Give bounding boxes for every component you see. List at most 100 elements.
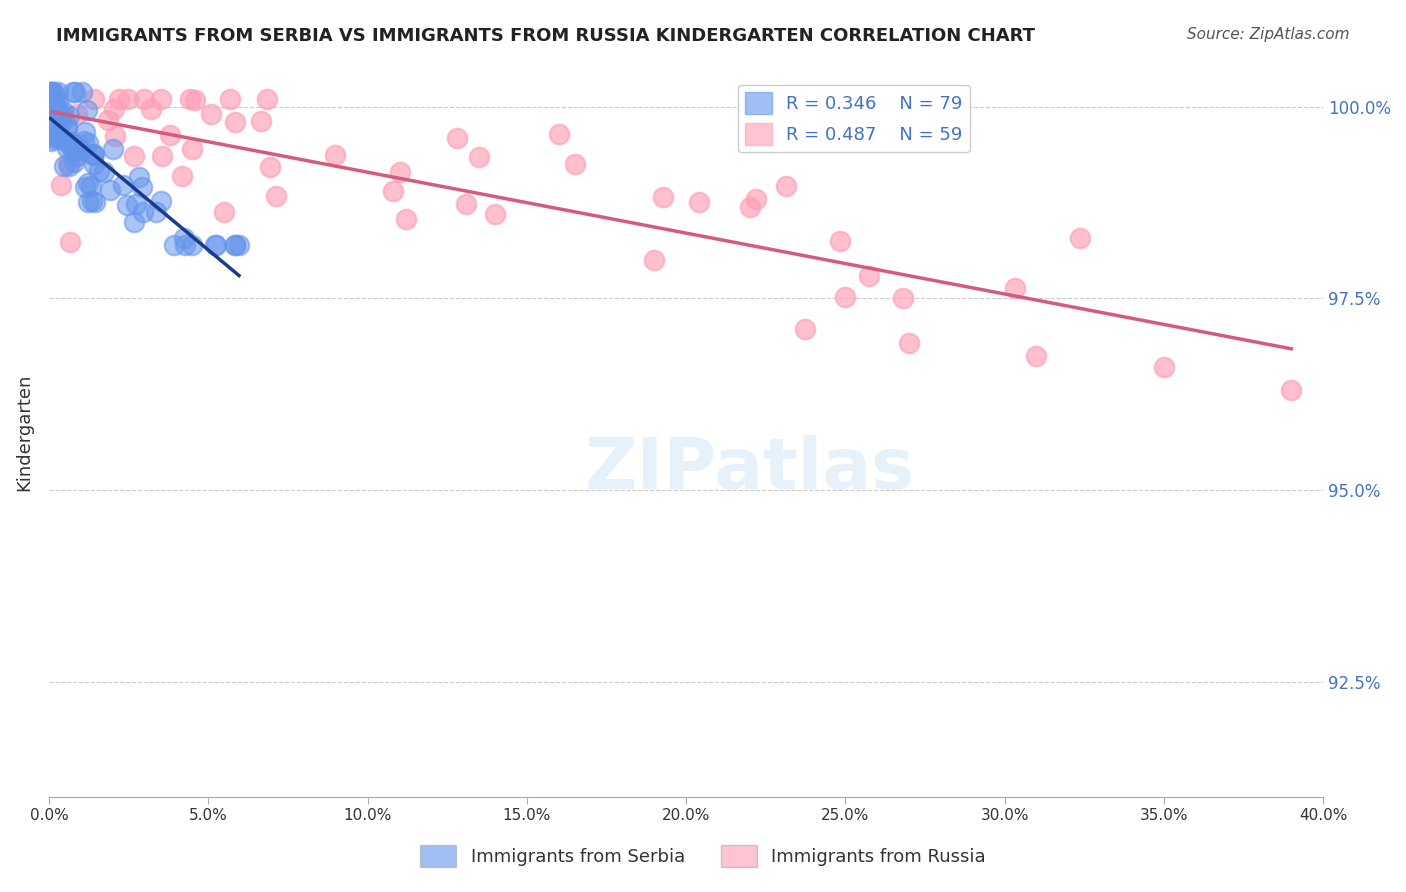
- Immigrants from Russia: [898, 335, 921, 350]
- Immigrants from Serbia: [228, 237, 250, 252]
- Immigrants from Serbia: [44, 132, 66, 146]
- Immigrants from Russia: [184, 93, 207, 107]
- Immigrants from Serbia: [83, 147, 105, 161]
- Immigrants from Russia: [108, 92, 131, 106]
- Immigrants from Serbia: [205, 237, 228, 252]
- Immigrants from Serbia: [224, 237, 246, 252]
- Immigrants from Serbia: [41, 107, 63, 121]
- Immigrants from Russia: [224, 114, 246, 128]
- Immigrants from Serbia: [55, 141, 77, 155]
- Immigrants from Serbia: [101, 142, 124, 156]
- Immigrants from Russia: [41, 92, 63, 106]
- Immigrants from Serbia: [42, 85, 65, 99]
- Immigrants from Russia: [688, 194, 710, 209]
- Immigrants from Serbia: [76, 194, 98, 209]
- Immigrants from Serbia: [53, 134, 76, 148]
- Immigrants from Serbia: [49, 116, 72, 130]
- Immigrants from Serbia: [65, 149, 87, 163]
- Immigrants from Serbia: [39, 92, 62, 106]
- Immigrants from Serbia: [58, 109, 80, 123]
- Immigrants from Serbia: [63, 155, 86, 169]
- Immigrants from Russia: [56, 156, 79, 170]
- Immigrants from Serbia: [60, 135, 83, 149]
- Immigrants from Serbia: [87, 164, 110, 178]
- Immigrants from Serbia: [124, 215, 146, 229]
- Immigrants from Russia: [834, 290, 856, 304]
- Text: IMMIGRANTS FROM SERBIA VS IMMIGRANTS FROM RUSSIA KINDERGARTEN CORRELATION CHART: IMMIGRANTS FROM SERBIA VS IMMIGRANTS FRO…: [56, 27, 1035, 45]
- Immigrants from Russia: [738, 200, 761, 214]
- Immigrants from Serbia: [82, 146, 104, 161]
- Immigrants from Serbia: [46, 95, 69, 110]
- Immigrants from Russia: [117, 92, 139, 106]
- Immigrants from Serbia: [42, 97, 65, 112]
- Immigrants from Russia: [141, 102, 163, 116]
- Immigrants from Serbia: [128, 170, 150, 185]
- Immigrants from Russia: [1279, 383, 1302, 397]
- Immigrants from Russia: [150, 149, 173, 163]
- Immigrants from Serbia: [181, 237, 204, 252]
- Immigrants from Serbia: [56, 119, 79, 133]
- Immigrants from Serbia: [46, 85, 69, 99]
- Immigrants from Russia: [484, 207, 506, 221]
- Immigrants from Serbia: [51, 108, 73, 122]
- Immigrants from Serbia: [39, 134, 62, 148]
- Immigrants from Serbia: [83, 157, 105, 171]
- Immigrants from Serbia: [52, 159, 75, 173]
- Immigrants from Serbia: [82, 147, 104, 161]
- Immigrants from Serbia: [41, 85, 63, 99]
- Immigrants from Russia: [547, 127, 569, 141]
- Immigrants from Russia: [468, 150, 491, 164]
- Immigrants from Serbia: [80, 194, 103, 208]
- Immigrants from Serbia: [173, 231, 195, 245]
- Immigrants from Russia: [643, 253, 665, 268]
- Immigrants from Serbia: [73, 134, 96, 148]
- Immigrants from Russia: [103, 102, 125, 116]
- Immigrants from Russia: [134, 92, 156, 106]
- Immigrants from Serbia: [76, 177, 98, 191]
- Immigrants from Serbia: [125, 197, 148, 211]
- Immigrants from Russia: [446, 130, 468, 145]
- Immigrants from Serbia: [66, 141, 89, 155]
- Text: ZIPatlas: ZIPatlas: [585, 434, 915, 503]
- Immigrants from Serbia: [79, 178, 101, 193]
- Immigrants from Russia: [1069, 231, 1091, 245]
- Legend: Immigrants from Serbia, Immigrants from Russia: Immigrants from Serbia, Immigrants from …: [413, 838, 993, 874]
- Immigrants from Serbia: [48, 105, 70, 120]
- Immigrants from Russia: [652, 190, 675, 204]
- Immigrants from Russia: [382, 184, 405, 198]
- Immigrants from Serbia: [98, 183, 121, 197]
- Immigrants from Russia: [97, 112, 120, 127]
- Immigrants from Serbia: [48, 111, 70, 125]
- Immigrants from Serbia: [45, 130, 67, 145]
- Immigrants from Russia: [828, 234, 851, 248]
- Immigrants from Serbia: [83, 195, 105, 210]
- Immigrants from Serbia: [115, 197, 138, 211]
- Immigrants from Serbia: [204, 237, 226, 252]
- Immigrants from Russia: [49, 178, 72, 192]
- Immigrants from Serbia: [63, 85, 86, 99]
- Immigrants from Serbia: [145, 204, 167, 219]
- Immigrants from Serbia: [132, 204, 155, 219]
- Immigrants from Serbia: [42, 128, 65, 143]
- Immigrants from Serbia: [149, 194, 172, 208]
- Immigrants from Serbia: [44, 90, 66, 104]
- Immigrants from Russia: [793, 322, 815, 336]
- Immigrants from Russia: [456, 196, 478, 211]
- Immigrants from Serbia: [224, 237, 246, 252]
- Immigrants from Serbia: [70, 143, 93, 157]
- Immigrants from Russia: [250, 113, 273, 128]
- Immigrants from Serbia: [163, 237, 186, 252]
- Immigrants from Serbia: [93, 165, 115, 179]
- Immigrants from Russia: [66, 107, 89, 121]
- Immigrants from Serbia: [111, 178, 134, 192]
- Immigrants from Russia: [891, 291, 914, 305]
- Immigrants from Serbia: [56, 136, 79, 150]
- Immigrants from Serbia: [51, 132, 73, 146]
- Immigrants from Serbia: [73, 125, 96, 139]
- Immigrants from Serbia: [46, 118, 69, 132]
- Immigrants from Serbia: [49, 111, 72, 125]
- Immigrants from Russia: [159, 128, 181, 142]
- Immigrants from Russia: [58, 235, 80, 250]
- Immigrants from Russia: [41, 92, 63, 106]
- Immigrants from Serbia: [62, 143, 84, 157]
